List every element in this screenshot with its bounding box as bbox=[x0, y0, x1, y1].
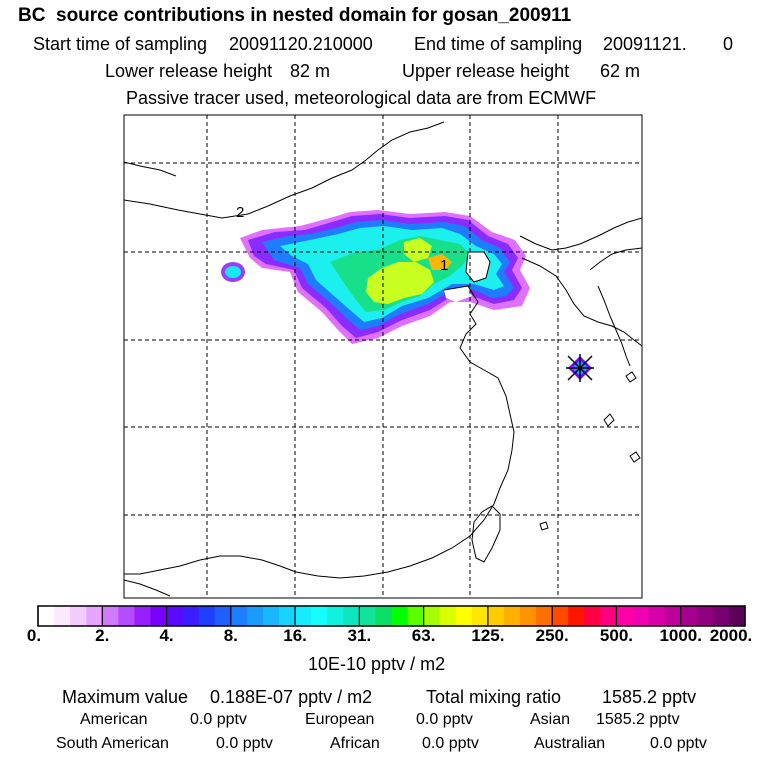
colorbar-tick-label: 2. bbox=[95, 626, 110, 645]
colorbar-tick-label: 8. bbox=[223, 626, 238, 645]
region-value: 0.0 pptv bbox=[650, 735, 707, 752]
region-value: 0.0 pptv bbox=[422, 735, 479, 752]
colorbar-cell bbox=[311, 606, 328, 626]
plume-west-blob-inner bbox=[225, 266, 241, 278]
end-time-label: End time of sampling bbox=[414, 34, 583, 54]
colorbar-cell bbox=[343, 606, 360, 626]
region-value: 0.0 pptv bbox=[190, 711, 247, 728]
colorbar-cell bbox=[439, 606, 457, 626]
colorbar-cell bbox=[487, 606, 505, 626]
colorbar-cell bbox=[150, 606, 167, 626]
colorbar-cell bbox=[214, 606, 232, 626]
colorbar-cell bbox=[712, 606, 730, 626]
region-value: 1585.2 pptv bbox=[596, 711, 680, 728]
colorbar-tick-label: 250. bbox=[535, 626, 569, 645]
colorbar-cell bbox=[520, 606, 537, 626]
colorbar-cell bbox=[503, 606, 521, 626]
end-time-suffix: 0 bbox=[723, 34, 734, 54]
colorbar-tick-label: 63. bbox=[411, 626, 436, 645]
colorbar-tick-label: 1000. bbox=[659, 626, 702, 645]
colorbar-tick-label: 125. bbox=[471, 626, 505, 645]
upper-release-value: 62 m bbox=[600, 61, 641, 81]
colorbar-tick-label: 500. bbox=[599, 626, 633, 645]
region-name: African bbox=[330, 735, 380, 752]
colorbar-cell bbox=[246, 606, 264, 626]
colorbar-cell bbox=[375, 606, 392, 626]
region-name: South American bbox=[56, 735, 169, 752]
colorbar-cell bbox=[166, 606, 184, 626]
colorbar-cell bbox=[568, 606, 585, 626]
region-value: 0.0 pptv bbox=[216, 735, 273, 752]
region-name: European bbox=[305, 711, 375, 728]
map-label-1: 1 bbox=[440, 257, 448, 274]
max-value: 0.188E-07 pptv / m2 bbox=[210, 687, 373, 707]
colorbar-tick-label: 16. bbox=[283, 626, 307, 645]
plume-yellow bbox=[404, 238, 432, 262]
colorbar-tick-label: 0. bbox=[26, 626, 42, 645]
plume-cutout-2 bbox=[444, 286, 472, 302]
concentration-plume bbox=[221, 210, 530, 344]
colorbar-cell bbox=[391, 606, 408, 626]
colorbar-cell bbox=[327, 606, 344, 626]
plot-title: BC source contributions in nested domain… bbox=[18, 5, 572, 26]
plume-cutout bbox=[466, 252, 490, 282]
lower-release-value: 82 m bbox=[290, 61, 331, 81]
region-name: American bbox=[80, 711, 148, 728]
region-value: 0.0 pptv bbox=[416, 711, 473, 728]
graticule bbox=[124, 115, 642, 598]
map-label-2: 2 bbox=[236, 204, 244, 221]
colorbar-cell bbox=[552, 606, 569, 626]
colorbar-cell bbox=[102, 606, 119, 626]
colorbar-cell bbox=[664, 606, 682, 626]
colorbar-cell bbox=[70, 606, 87, 626]
colorbar-cell bbox=[295, 606, 312, 626]
colorbar-cell bbox=[262, 606, 280, 626]
colorbar-cell bbox=[86, 606, 103, 626]
colorbar-tick-label: 2000. bbox=[709, 626, 753, 645]
colorbar-cell bbox=[230, 606, 248, 626]
colorbar-cell bbox=[118, 606, 135, 626]
colorbar-cell bbox=[632, 606, 649, 626]
colorbar-tick-label: 31. bbox=[347, 626, 372, 645]
region-name: Asian bbox=[530, 711, 571, 728]
plume-orange-core bbox=[428, 254, 452, 270]
colorbar-cell bbox=[584, 606, 601, 626]
receptor-station bbox=[566, 354, 594, 382]
colorbar-cell bbox=[423, 606, 441, 626]
colorbar-cell bbox=[536, 606, 553, 626]
max-value-label: Maximum value bbox=[62, 687, 189, 707]
colorbar-cell bbox=[728, 606, 746, 626]
colorbar-tick-label: 4. bbox=[159, 626, 174, 645]
colorbar-cell bbox=[407, 606, 425, 626]
colorbar-cell bbox=[182, 606, 200, 626]
colorbar-cell bbox=[648, 606, 666, 626]
colorbar-cell bbox=[455, 606, 473, 626]
upper-release-label: Upper release height bbox=[402, 61, 570, 81]
colorbar-cell bbox=[359, 606, 376, 626]
colorbar-cell bbox=[680, 606, 698, 626]
end-time-value: 20091121. bbox=[603, 34, 687, 54]
map-frame bbox=[123, 114, 643, 599]
colorbar-cell bbox=[616, 606, 633, 626]
colorbar-cell bbox=[279, 606, 296, 626]
tracer-note: Passive tracer used, meteorological data… bbox=[126, 88, 597, 108]
lower-release-label: Lower release height bbox=[105, 61, 273, 81]
colorbar-cell bbox=[471, 606, 489, 626]
colorbar-cell bbox=[134, 606, 151, 626]
colorbar-cell bbox=[600, 606, 617, 626]
region-name: Australian bbox=[534, 735, 606, 752]
start-time-value: 20091120.210000 bbox=[229, 34, 373, 54]
coastlines bbox=[124, 121, 642, 597]
colorbar-units: 10E-10 pptv / m2 bbox=[308, 654, 446, 674]
colorbar-cell bbox=[696, 606, 714, 626]
total-mixing-value: 1585.2 pptv bbox=[602, 687, 697, 707]
colorbar-cell bbox=[198, 606, 216, 626]
start-time-label: Start time of sampling bbox=[33, 34, 208, 54]
colorbar-cell bbox=[54, 606, 71, 626]
total-mixing-label: Total mixing ratio bbox=[426, 687, 562, 707]
colorbar-cell bbox=[38, 606, 55, 626]
